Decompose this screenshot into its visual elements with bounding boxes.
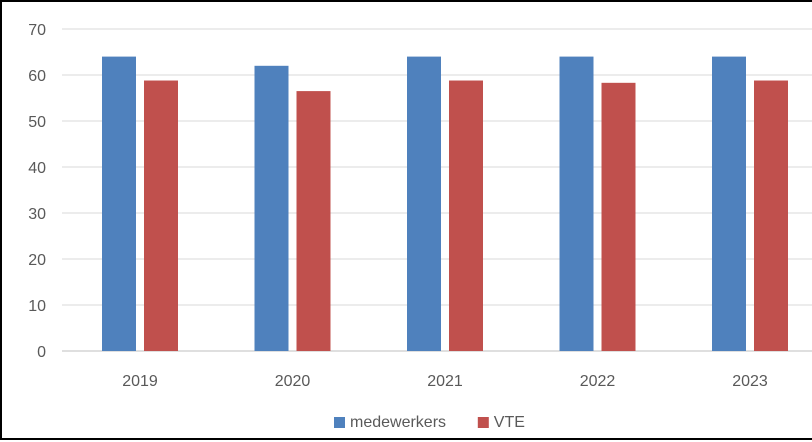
legend-label-VTE: VTE (494, 414, 525, 431)
y-axis-ticks: 0 10 20 30 40 50 60 70 (28, 22, 46, 361)
y-tick-label: 20 (28, 252, 46, 269)
bar-medewerkers-2020 (254, 65, 289, 352)
y-tick-label: 10 (28, 298, 46, 315)
bar-VTE-2020 (296, 91, 331, 351)
bar-VTE-2019 (144, 80, 178, 352)
legend-label-medewerkers: medewerkers (350, 414, 446, 431)
bar-medewerkers-2022 (559, 56, 594, 351)
bar-medewerkers-2019 (102, 56, 136, 351)
legend-swatch-VTE (477, 417, 489, 428)
y-tick-label: 70 (28, 22, 46, 39)
bars (102, 56, 788, 352)
x-tick-label: 2023 (732, 373, 768, 390)
x-tick-label: 2020 (275, 373, 311, 390)
bar-VTE-2022 (601, 82, 636, 351)
y-tick-label: 50 (28, 114, 46, 131)
y-tick-label: 0 (37, 344, 46, 361)
x-axis-ticks: 2019 2020 2021 2022 2023 (122, 373, 768, 390)
y-tick-label: 30 (28, 206, 46, 223)
legend-swatch-medewerkers (334, 417, 345, 428)
x-tick-label: 2019 (122, 373, 158, 390)
bar-VTE-2021 (449, 80, 483, 352)
bar-medewerkers-2023 (712, 56, 746, 351)
y-tick-label: 40 (28, 160, 46, 177)
bar-medewerkers-2021 (407, 56, 441, 351)
legend: medewerkers VTE (334, 414, 525, 431)
x-tick-label: 2021 (427, 373, 463, 390)
y-tick-label: 60 (28, 68, 46, 85)
x-tick-label: 2022 (580, 373, 616, 390)
bar-VTE-2023 (754, 80, 788, 352)
